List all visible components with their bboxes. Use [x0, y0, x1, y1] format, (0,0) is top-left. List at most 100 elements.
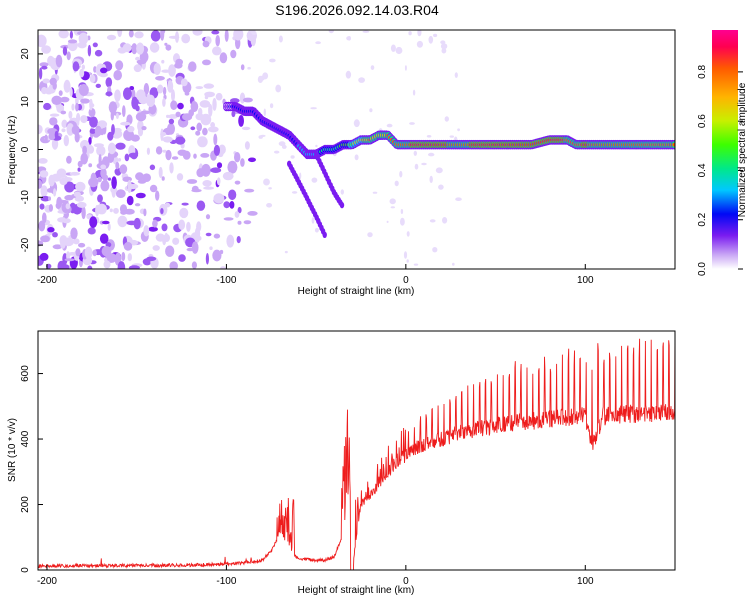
- noise-blob: [421, 162, 427, 166]
- snr-y-tick-label: 200: [20, 496, 31, 513]
- noise-blob: [68, 110, 73, 119]
- noise-blob: [131, 43, 138, 55]
- noise-blob: [38, 158, 48, 164]
- noise-blob: [89, 128, 96, 134]
- noise-blob: [278, 141, 286, 147]
- noise-blob: [220, 266, 227, 269]
- noise-blob: [213, 133, 218, 146]
- noise-blob: [164, 42, 168, 46]
- noise-blob: [79, 68, 85, 78]
- noise-blob: [89, 98, 93, 111]
- noise-blob: [260, 134, 266, 137]
- noise-blob: [186, 179, 198, 184]
- noise-blob: [242, 97, 253, 103]
- noise-blob: [100, 67, 108, 74]
- noise-blob: [174, 62, 183, 69]
- noise-blob: [63, 79, 71, 93]
- noise-blob: [240, 158, 245, 167]
- noise-blob: [127, 253, 132, 262]
- noise-blob: [408, 31, 412, 36]
- noise-blob: [193, 153, 197, 159]
- noise-blob: [212, 249, 222, 262]
- noise-blob: [215, 92, 223, 101]
- noise-blob: [178, 254, 186, 262]
- noise-blob: [196, 200, 206, 211]
- noise-blob: [64, 194, 74, 201]
- chart-title: S196.2026.092.14.03.R04: [275, 2, 439, 18]
- noise-blob: [213, 233, 221, 239]
- noise-blob: [135, 192, 146, 199]
- noise-blob: [167, 80, 174, 93]
- colorbar-label: Normalized spectral amplitude: [737, 82, 748, 217]
- noise-blob: [234, 152, 241, 163]
- noise-blob: [87, 265, 93, 269]
- noise-blob: [234, 180, 241, 185]
- noise-blob: [244, 141, 250, 150]
- noise-blob: [222, 171, 234, 181]
- noise-blob: [40, 195, 51, 202]
- noise-blob: [210, 167, 222, 173]
- noise-blob: [212, 46, 222, 56]
- noise-blob: [186, 221, 191, 232]
- noise-blob: [454, 72, 458, 78]
- noise-blob: [63, 237, 74, 247]
- noise-blob: [169, 162, 174, 174]
- snr-panel: -200 -100 0 100 0 200 400 600 Height of straigh…: [7, 330, 676, 596]
- noise-blob: [198, 107, 203, 117]
- noise-blob: [181, 33, 191, 44]
- noise-blob: [168, 114, 178, 119]
- noise-blob: [299, 172, 302, 180]
- noise-blob: [52, 244, 63, 250]
- noise-blob: [165, 44, 172, 51]
- noise-blob: [143, 225, 150, 237]
- noise-blob: [88, 177, 99, 188]
- noise-blob: [122, 105, 126, 118]
- noise-blob: [47, 227, 55, 233]
- noise-blob: [128, 265, 140, 269]
- noise-blob: [106, 34, 117, 41]
- noise-blob: [120, 121, 131, 126]
- noise-blob: [55, 54, 63, 68]
- noise-blob: [78, 84, 89, 96]
- noise-blob: [192, 30, 203, 36]
- noise-blob: [155, 146, 163, 155]
- noise-blob: [177, 102, 184, 110]
- noise-blob: [127, 125, 135, 133]
- noise-blob: [219, 52, 228, 64]
- noise-blob: [92, 249, 97, 257]
- noise-blob: [66, 155, 72, 164]
- noise-blob: [105, 77, 113, 88]
- noise-blob: [168, 64, 176, 77]
- noise-blob: [200, 153, 210, 158]
- noise-blob: [143, 83, 150, 95]
- snr-line: [38, 332, 675, 570]
- noise-blob: [311, 217, 315, 224]
- noise-blob: [57, 217, 68, 223]
- noise-blob: [229, 201, 235, 209]
- noise-blob: [141, 126, 147, 131]
- noise-blob: [75, 181, 86, 192]
- noise-blob: [105, 242, 112, 248]
- noise-blob: [78, 32, 89, 45]
- noise-blob: [240, 64, 245, 71]
- noise-blob: [455, 197, 462, 201]
- noise-blob: [275, 84, 282, 93]
- noise-blob: [182, 150, 191, 160]
- noise-blob: [284, 250, 288, 254]
- noise-blob: [204, 91, 216, 98]
- noise-blob: [54, 130, 59, 139]
- noise-blob: [444, 116, 449, 122]
- noise-blob: [74, 195, 85, 202]
- noise-blob: [191, 261, 197, 269]
- noise-blob: [157, 84, 164, 94]
- noise-blob: [53, 188, 57, 197]
- noise-blob: [226, 234, 235, 248]
- ridge-core: [672, 142, 675, 147]
- colorbar-tick-label: 0.6: [697, 114, 708, 128]
- noise-blob: [61, 119, 68, 128]
- noise-blob: [440, 43, 448, 50]
- noise-blob: [274, 150, 280, 154]
- noise-blob: [203, 83, 215, 89]
- noise-blob: [97, 194, 103, 203]
- noise-blob: [88, 163, 93, 168]
